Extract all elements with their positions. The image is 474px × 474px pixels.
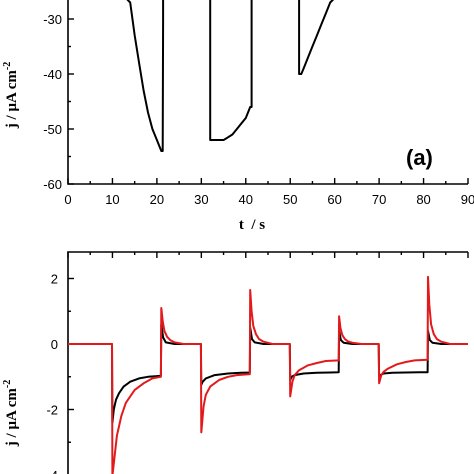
- panel-b-y-axis-label-sup: -2: [2, 380, 13, 388]
- panel-b-frame: [67, 251, 468, 474]
- panel-b-y-ticks: 2 0 -2 -4: [46, 272, 74, 474]
- svg-text:j / μA cm-2: j / μA cm-2: [2, 62, 20, 129]
- panel-a-x-tick-label: 40: [239, 192, 253, 207]
- panel-a-y-axis-label-main: j / μA cm: [4, 70, 20, 130]
- panel-b-y-tick-label: -2: [46, 403, 58, 418]
- panel-b: 20-2-4 j / μA cm-2: [2, 251, 469, 474]
- panel-b-series-line: [68, 323, 468, 424]
- panel-a-y-tick-label: -30: [43, 12, 62, 27]
- panel-a-series-line: [298, 0, 335, 75]
- panel-a-x-tick-label: 70: [372, 192, 386, 207]
- panel-a-y-tick-label: -50: [43, 122, 62, 137]
- panel-a-x-tick-label: 50: [283, 192, 297, 207]
- panel-a-x-tick-label: 0: [64, 192, 71, 207]
- panel-a-series: [126, 0, 335, 152]
- panel-a-y-ticks: -20-30-40-50-60: [43, 12, 74, 192]
- panel-a-x-axis-label: t / s: [239, 217, 265, 233]
- panel-a-x-tick-label: 90: [461, 192, 474, 207]
- panel-b-y-axis-label-main: j / μA cm: [4, 388, 20, 448]
- panel-a-y-axis-label-sup: -2: [2, 62, 13, 70]
- svg-text:j / μA cm-2: j / μA cm-2: [2, 380, 20, 447]
- panel-a-y-axis-label: j / μA cm-2: [2, 62, 20, 129]
- panel-a-y-tick-label: -40: [43, 67, 62, 82]
- panel-b-y-axis-label: j / μA cm-2: [2, 380, 20, 447]
- panel-a-label: (a): [406, 145, 433, 170]
- panel-a-x-tick-label: 10: [105, 192, 119, 207]
- panel-a-series-line: [126, 0, 165, 152]
- panel-a-x-tick-label: 20: [150, 192, 164, 207]
- panel-a-y-tick-label: -60: [43, 177, 62, 192]
- panel-a-x-ticks: 0 10 20 30 40 50 60 70 80 90: [64, 178, 474, 207]
- panel-a-x-tick-label: 30: [194, 192, 208, 207]
- panel-b-y-tick-label: 0: [51, 337, 58, 352]
- panel-a-x-tick-label: 80: [416, 192, 430, 207]
- panel-b-series-line: [68, 275, 468, 474]
- panel-b-y-tick-label: -4: [46, 468, 58, 474]
- panel-b-series: [68, 275, 468, 474]
- panel-b-y-tick-label: 2: [51, 272, 58, 287]
- panel-a-series-line: [209, 0, 253, 141]
- panel-b-top-ticks: [67, 252, 469, 258]
- panel-a-x-tick-label: 60: [327, 192, 341, 207]
